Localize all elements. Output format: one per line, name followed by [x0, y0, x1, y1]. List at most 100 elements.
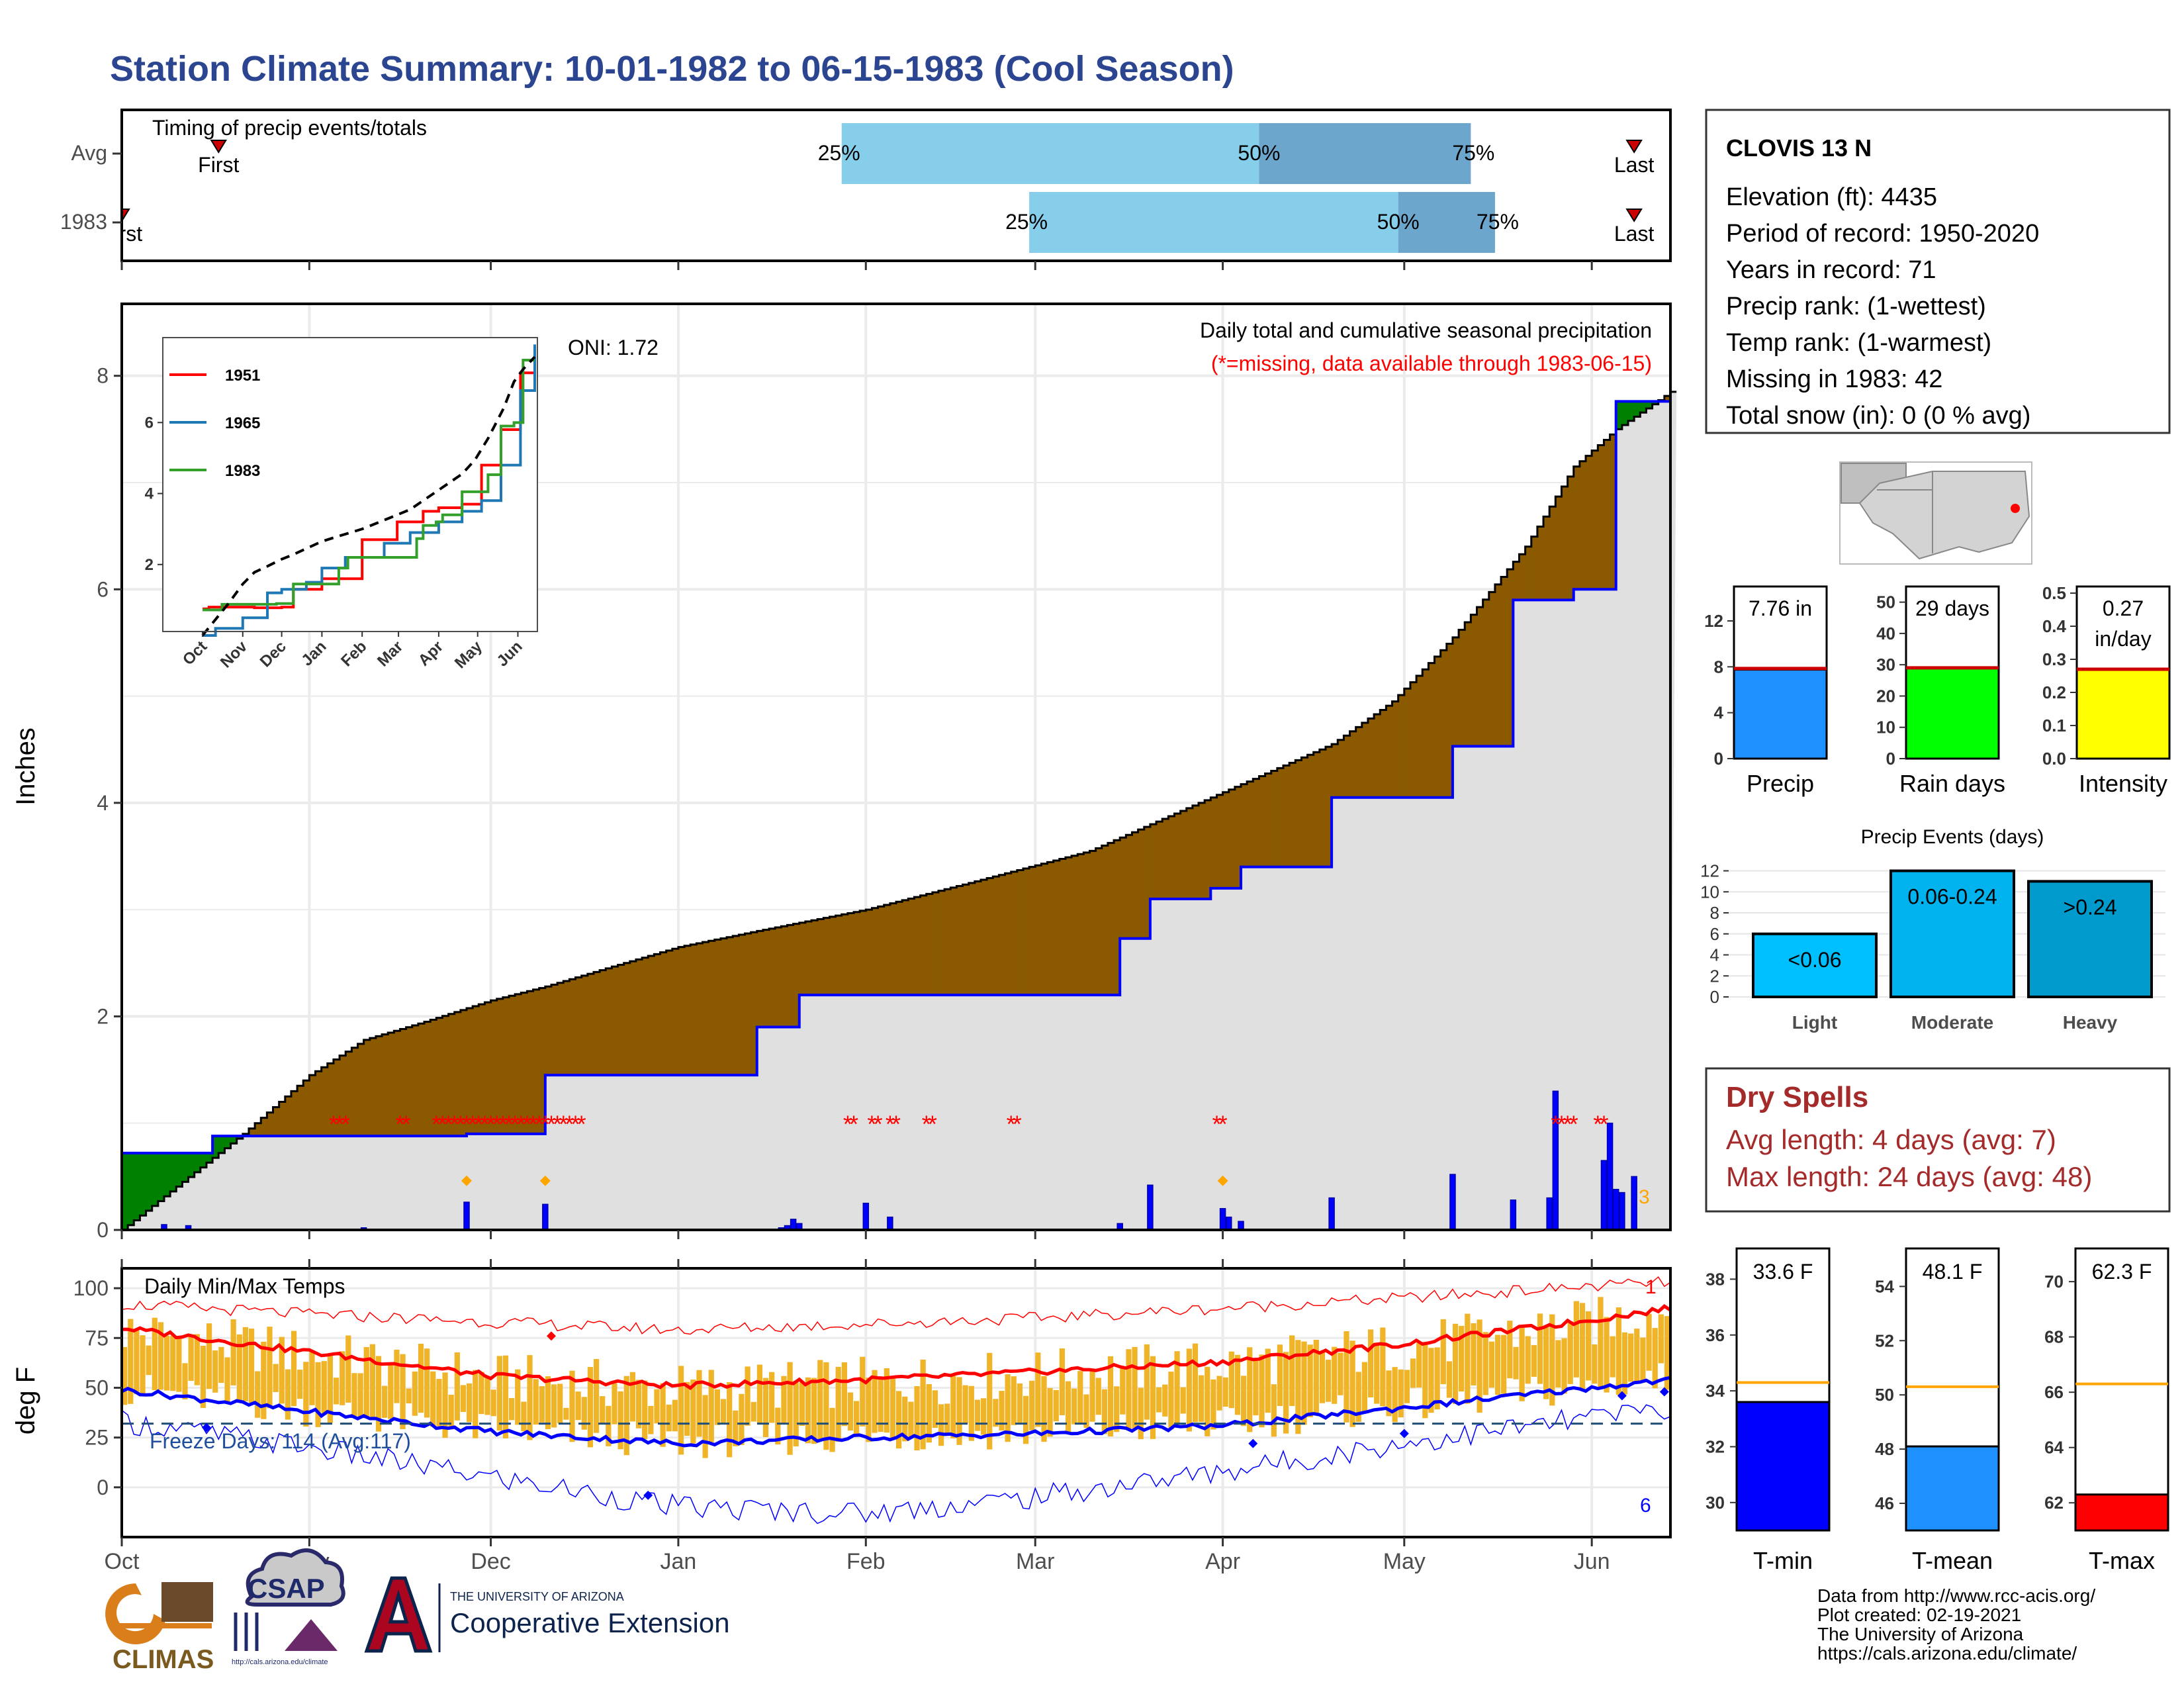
- timing-row-1983-label: 1983: [60, 210, 107, 234]
- daily-temp-bar: [962, 1385, 968, 1423]
- daily-temp-bar: [787, 1362, 793, 1455]
- above-average-surplus: [140, 1152, 147, 1216]
- daily-temp-bar: [854, 1401, 860, 1435]
- daily-temp-bar: [629, 1372, 636, 1422]
- daily-temp-bar: [968, 1385, 974, 1441]
- daily-temp-bar: [1120, 1368, 1126, 1415]
- below-average-deficit: [896, 902, 903, 996]
- daily-temp-bar: [200, 1345, 206, 1408]
- precip-y-tick-label: 4: [97, 791, 109, 815]
- below-average-deficit: [1307, 755, 1314, 867]
- daily-temp-bar: [1343, 1331, 1349, 1423]
- below-average-deficit: [1005, 873, 1012, 996]
- missing-asterisk: *: [335, 1111, 344, 1138]
- below-average-deficit: [382, 1034, 388, 1137]
- below-average-deficit: [690, 944, 697, 1076]
- below-average-deficit: [1465, 622, 1471, 747]
- month-label: Apr: [1205, 1549, 1240, 1574]
- below-average-deficit: [872, 908, 879, 996]
- missing-asterisk: *: [402, 1111, 411, 1138]
- below-average-deficit: [708, 941, 715, 1076]
- above-average-surplus: [1640, 401, 1647, 413]
- below-average-deficit: [539, 988, 546, 1134]
- mini-y-tick-label: 0.4: [2042, 616, 2067, 636]
- above-average-surplus: [170, 1152, 177, 1192]
- month-label: Jan: [660, 1549, 697, 1574]
- below-average-deficit: [1567, 476, 1574, 600]
- daily-temp-bar: [1265, 1348, 1271, 1413]
- below-average-deficit: [678, 947, 685, 1076]
- below-average-deficit: [762, 929, 770, 1027]
- below-average-deficit: [781, 926, 788, 1027]
- below-average-deficit: [1573, 466, 1580, 590]
- daily-temp-bar: [642, 1380, 648, 1440]
- mini-y-tick-label: 50: [1876, 592, 1895, 612]
- daily-temp-bar: [1325, 1360, 1332, 1402]
- below-average-deficit: [660, 952, 667, 1076]
- missing-asterisk: *: [341, 1111, 350, 1138]
- below-average-deficit: [1168, 816, 1175, 900]
- daily-temp-bar: [369, 1344, 375, 1420]
- inset-y-tick-label: 4: [145, 485, 154, 503]
- ua-small-text: THE UNIVERSITY OF ARIZONA: [450, 1590, 624, 1603]
- temp-bar-fill: [2074, 1493, 2169, 1532]
- below-average-deficit: [1440, 650, 1447, 798]
- daily-temp-bar: [1095, 1378, 1101, 1415]
- daily-temp-bar: [678, 1366, 684, 1455]
- daily-temp-bar: [1186, 1348, 1192, 1432]
- below-average-deficit: [1071, 855, 1078, 996]
- daily-temp-bar: [206, 1323, 212, 1389]
- events-title: Precip Events (days): [1861, 826, 2044, 848]
- below-average-deficit: [351, 1047, 359, 1137]
- below-average-deficit: [575, 977, 582, 1076]
- below-average-deficit: [908, 898, 915, 996]
- station-name: CLOVIS 13 N: [1726, 134, 1872, 162]
- daily-temp-bar: [297, 1370, 303, 1399]
- record-max-line: [121, 1276, 1671, 1335]
- missing-asterisk: *: [1569, 1111, 1578, 1138]
- missing-asterisk: *: [480, 1111, 489, 1138]
- missing-asterisk: *: [577, 1111, 586, 1138]
- below-average-deficit: [1065, 857, 1072, 996]
- daily-temp-bar: [1144, 1344, 1150, 1420]
- daily-temp-bar: [1271, 1384, 1277, 1437]
- above-average-surplus: [134, 1152, 141, 1221]
- record-marker: [201, 1423, 211, 1432]
- below-average-deficit: [1543, 516, 1550, 600]
- daily-precip-bar: [887, 1216, 893, 1231]
- daily-temp-bar: [1610, 1336, 1615, 1378]
- missing-asterisk: *: [1013, 1111, 1022, 1138]
- below-average-deficit: [1301, 757, 1308, 867]
- snow-marker: [461, 1175, 473, 1186]
- daily-temp-bar: [889, 1376, 896, 1440]
- temp-y-tick-label: 100: [73, 1276, 109, 1300]
- below-average-deficit: [1416, 675, 1423, 798]
- missing-asterisk: *: [559, 1111, 568, 1138]
- precip-cumulative-areas: [122, 391, 1677, 1231]
- daily-temp-bar: [1162, 1384, 1168, 1417]
- below-average-deficit: [1507, 569, 1514, 747]
- daily-precip-bar: [1612, 1188, 1619, 1231]
- below-average-deficit: [787, 925, 794, 1027]
- daily-temp-bar: [1289, 1335, 1295, 1407]
- below-average-deficit: [1343, 735, 1351, 798]
- missing-asterisk: *: [1551, 1111, 1560, 1138]
- missing-asterisk: *: [565, 1111, 574, 1138]
- below-average-deficit: [369, 1038, 377, 1137]
- above-average-surplus: [122, 1152, 128, 1230]
- daily-temp-bar: [575, 1391, 581, 1421]
- events-bar-range-label: >0.24: [2064, 895, 2117, 919]
- daily-temp-bar: [1519, 1327, 1525, 1401]
- daily-temp-bar: [1011, 1376, 1017, 1425]
- daily-temp-bar: [1586, 1311, 1592, 1381]
- below-average-deficit: [1241, 784, 1248, 867]
- daily-temp-bar: [684, 1382, 690, 1436]
- below-average-deficit: [1459, 630, 1465, 747]
- below-average-deficit: [581, 975, 588, 1076]
- timing-50-label: 50%: [1238, 141, 1280, 165]
- last-label: Last: [1614, 222, 1655, 246]
- month-label: Oct: [105, 1549, 140, 1574]
- temp-bar-tick-label: 36: [1706, 1325, 1725, 1345]
- below-average-deficit: [1277, 768, 1284, 867]
- station-snow: Total snow (in): 0 (0 % avg): [1726, 402, 2030, 430]
